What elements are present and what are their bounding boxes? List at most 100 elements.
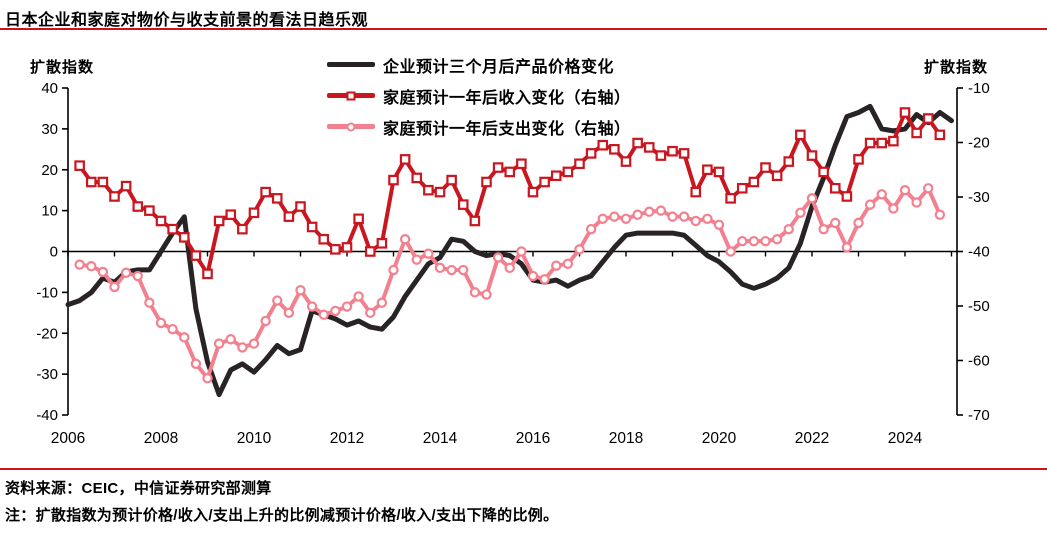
household-income-series-marker [876,137,888,149]
household-income-series-marker [155,215,167,227]
household-spending-series-marker [353,291,364,302]
household-income-series-marker [399,154,411,165]
household-spending-series-marker [539,274,550,285]
household-spending-series-marker [620,213,632,224]
household-income-series-marker [353,213,364,225]
household-spending-series-marker [295,284,306,296]
household-spending-series-marker [330,305,341,317]
household-income-series-marker [504,166,516,178]
title-underline-rule [0,28,1047,30]
household-income-series-marker [864,137,876,149]
household-spending-series-marker [225,334,236,345]
legend-item-household-spending: 家庭预计一年后支出变化（右轴） [327,111,631,142]
household-income-series-marker [423,184,434,196]
footer-rule [0,468,1047,470]
left-axis-caption: 扩散指数 [30,59,95,76]
household-spending-series-marker [481,289,492,300]
household-income-series-marker [341,242,353,253]
household-income-series-marker [585,148,597,159]
household-spending-series-marker [818,223,829,235]
household-spending-series-marker [423,248,434,259]
household-spending-series-marker [713,219,725,230]
household-income-line-swatch [327,91,375,100]
household-spending-series-marker [179,332,190,343]
household-income-series-marker [260,186,271,198]
household-spending-series-marker [213,338,225,349]
chart-title: 日本企业和家庭对物价与收支前景的看法日趋乐观 [5,12,369,29]
household-spending-series-marker [318,309,329,320]
household-income-series-marker [818,166,829,178]
household-spending-series-marker [260,315,271,327]
household-spending-series-marker [86,261,97,272]
note-text: 注：扩散指数为预计价格/收入/支出上升的比例减预计价格/收入/支出下降的比例。 [5,507,559,524]
household-income-series-marker [655,150,667,161]
household-income-series-marker [237,223,248,235]
household-spending-series-marker [504,262,515,274]
household-spending-series-marker [283,307,295,319]
left-axis-tick-label: 0 [50,244,58,261]
household-spending-series-marker [551,260,562,271]
household-spending-series-marker [527,270,539,282]
household-income-series-marker [190,250,202,261]
household-spending-series-marker [388,264,399,276]
household-income-series-marker [516,158,527,170]
household-spending-series-marker [771,234,783,245]
household-income-series-marker [934,129,946,141]
household-spending-series-marker [248,338,260,349]
circle-marker-icon [346,122,356,131]
household-spending-series-marker [760,235,771,247]
household-income-series-marker [132,201,144,212]
x-axis-tick-label: 2008 [144,430,178,447]
square-marker-icon [346,91,356,100]
household-spending-series-marker [876,189,887,200]
household-income-series-marker [795,129,806,141]
household-income-series-marker [271,193,283,204]
household-spending-series-marker [190,358,202,369]
household-income-series-marker [725,193,736,204]
household-spending-series-marker [667,211,678,222]
household-spending-series-marker [458,264,469,276]
legend-label-household-income: 家庭预计一年后收入变化（右轴） [383,89,631,107]
household-spending-series-marker [492,252,504,263]
household-spending-series-marker [934,209,946,220]
household-income-series-marker [457,199,469,210]
household-income-series-marker [853,154,864,165]
household-income-series-marker [481,176,492,188]
household-spending-series-marker [469,287,481,298]
household-spending-line-swatch [327,122,375,131]
household-spending-series-marker [888,203,899,214]
household-spending-series-marker [830,217,841,229]
household-income-series-marker [550,170,562,182]
household-spending-series-marker [202,373,213,384]
household-income-series-marker [539,176,550,188]
household-income-series-marker [248,207,260,219]
household-income-series-marker [202,268,213,280]
household-spending-series-marker [574,244,585,255]
household-income-series-marker [167,223,178,235]
x-axis-tick-label: 2014 [423,430,458,447]
x-axis-tick-label: 2016 [516,430,550,447]
household-income-series-marker [306,221,318,233]
x-axis-tick-label: 2012 [330,430,364,447]
household-spending-series-marker [272,295,283,306]
household-income-series-marker [109,191,120,202]
legend-item-corporate-price: 企业预计三个月后产品价格变化 [327,49,631,80]
household-spending-series-marker [690,215,701,227]
household-income-series-marker [888,135,899,147]
right-axis-tick-label: -20 [968,135,990,152]
household-income-series-marker [574,158,585,170]
household-spending-series-marker [341,301,353,312]
household-spending-series-marker [516,246,527,257]
household-spending-series-marker [144,297,155,308]
household-spending-series-marker [365,307,376,319]
household-spending-series-marker [109,281,120,293]
household-spending-series-marker [446,264,457,276]
household-income-series-marker [178,232,190,243]
x-axis-tick-label: 2022 [795,430,829,447]
household-income-series-marker [492,162,504,173]
household-income-series-marker [713,166,725,178]
household-income-series-marker [806,150,818,161]
household-income-series-marker [609,144,620,155]
